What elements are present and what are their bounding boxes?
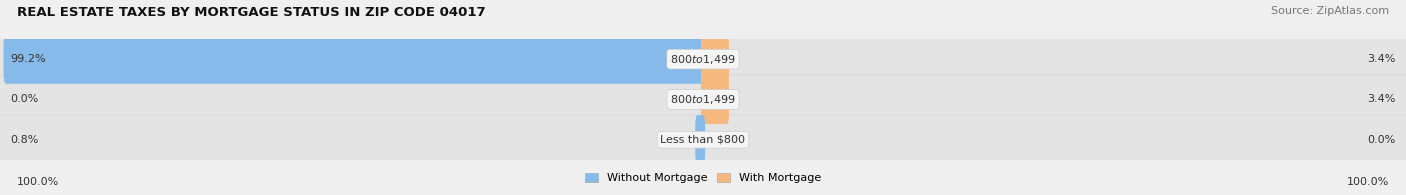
FancyBboxPatch shape — [700, 35, 728, 84]
Text: 3.4%: 3.4% — [1367, 94, 1395, 105]
FancyBboxPatch shape — [696, 115, 706, 164]
Text: 0.0%: 0.0% — [10, 94, 39, 105]
FancyBboxPatch shape — [700, 75, 728, 124]
Text: Source: ZipAtlas.com: Source: ZipAtlas.com — [1271, 6, 1389, 16]
Text: $800 to $1,499: $800 to $1,499 — [671, 93, 735, 106]
FancyBboxPatch shape — [0, 35, 1406, 84]
Text: $800 to $1,499: $800 to $1,499 — [671, 53, 735, 66]
Text: Less than $800: Less than $800 — [661, 135, 745, 145]
Text: 99.2%: 99.2% — [10, 54, 46, 64]
Text: 0.0%: 0.0% — [1367, 135, 1395, 145]
FancyBboxPatch shape — [0, 115, 1406, 164]
Text: 0.8%: 0.8% — [10, 135, 39, 145]
Text: 100.0%: 100.0% — [1347, 177, 1389, 187]
Text: REAL ESTATE TAXES BY MORTGAGE STATUS IN ZIP CODE 04017: REAL ESTATE TAXES BY MORTGAGE STATUS IN … — [17, 6, 485, 19]
FancyBboxPatch shape — [0, 75, 1406, 124]
Legend: Without Mortgage, With Mortgage: Without Mortgage, With Mortgage — [581, 168, 825, 188]
FancyBboxPatch shape — [3, 35, 704, 84]
Text: 100.0%: 100.0% — [17, 177, 59, 187]
Text: 3.4%: 3.4% — [1367, 54, 1395, 64]
